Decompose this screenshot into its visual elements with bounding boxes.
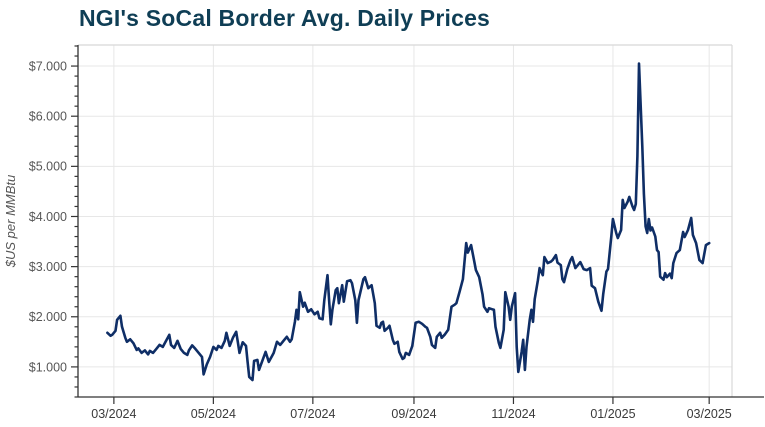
y-tick-label: $6.000	[29, 110, 67, 124]
y-tick-label: $2.000	[29, 310, 67, 324]
x-tick-label: 03/2025	[687, 407, 732, 421]
price-line	[106, 62, 711, 382]
y-tick-label: $4.000	[29, 210, 67, 224]
x-tick-label: 01/2025	[590, 407, 635, 421]
x-tick-label: 07/2024	[290, 407, 335, 421]
y-tick-label: $7.000	[29, 59, 67, 73]
y-tick-label: $1.000	[29, 360, 67, 374]
x-tick-label: 03/2024	[91, 407, 136, 421]
x-tick-label: 05/2024	[191, 407, 236, 421]
y-axis-title: $US per MMBtu	[3, 175, 18, 268]
y-tick-label: $5.000	[29, 160, 67, 174]
x-tick-label: 09/2024	[391, 407, 436, 421]
chart-title: NGI's SoCal Border Avg. Daily Prices	[79, 5, 491, 31]
y-tick-label: $3.000	[29, 260, 67, 274]
x-tick-label: 11/2024	[491, 407, 535, 421]
